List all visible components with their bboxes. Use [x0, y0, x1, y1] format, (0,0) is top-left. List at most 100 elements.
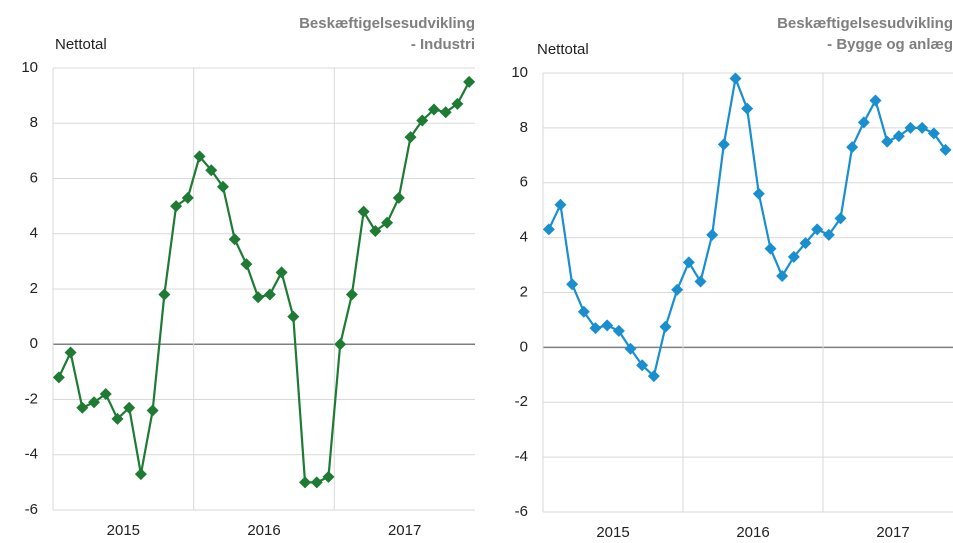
marker [694, 275, 707, 288]
marker [381, 216, 394, 229]
marker [193, 150, 206, 163]
y-tick-label: 0 [520, 338, 528, 355]
y-axis-label: Nettotal [55, 36, 107, 53]
marker [463, 75, 476, 88]
marker [787, 250, 800, 263]
marker [76, 401, 89, 414]
y-tick-label: 0 [30, 335, 38, 352]
marker [706, 228, 719, 241]
marker [170, 200, 183, 213]
marker [752, 187, 765, 200]
marker [846, 141, 859, 154]
chart-panel: -6 -4 -2 0 2 4 6 8 10 2015 2016 2017 Nettotal Beskæft… [511, 15, 953, 541]
y-tick-label: -4 [515, 448, 528, 465]
marker [416, 114, 429, 127]
x-tick-label: 2017 [388, 522, 421, 539]
marker [612, 324, 625, 337]
marker [589, 322, 602, 335]
y-tick-label: 2 [520, 283, 528, 300]
marker [811, 223, 824, 236]
marker [64, 346, 77, 359]
chart-title: Beskæftigelsesudvikling [777, 15, 953, 32]
marker [892, 130, 905, 143]
line [57, 81, 471, 484]
y-tick-label: 4 [30, 225, 38, 242]
marker [275, 266, 288, 279]
marker [857, 116, 870, 129]
y-tick-label: -6 [515, 503, 528, 520]
marker [822, 228, 835, 241]
marker [799, 237, 812, 250]
marker [671, 283, 684, 296]
marker [205, 164, 218, 177]
marker [601, 319, 614, 332]
x-tick-label: 2016 [736, 524, 769, 541]
marker [916, 121, 929, 134]
x-tick-label: 2015 [596, 524, 629, 541]
marker [451, 97, 464, 110]
marker [357, 205, 370, 218]
marker [904, 121, 917, 134]
marker [834, 212, 847, 225]
y-tick-label: -2 [25, 390, 38, 407]
chart-title: Beskæftigelsesudvikling [299, 15, 475, 32]
marker [717, 138, 730, 151]
marker [554, 198, 567, 211]
marker [287, 310, 300, 323]
marker [263, 288, 276, 301]
marker [776, 270, 789, 283]
marker [577, 305, 590, 318]
chart-title: - Bygge og anlæg [827, 36, 953, 53]
marker [764, 242, 777, 255]
marker [636, 359, 649, 372]
line [547, 74, 947, 379]
marker [181, 191, 194, 204]
marker [158, 288, 171, 301]
y-tick-label: 10 [511, 64, 528, 81]
y-tick-label: 10 [21, 59, 38, 76]
y-tick-label: 6 [30, 169, 38, 186]
marker [134, 468, 147, 481]
marker [146, 404, 159, 417]
marker [427, 103, 440, 116]
y-tick-label: -6 [25, 501, 38, 518]
marker [123, 401, 136, 414]
marker [869, 94, 882, 107]
marker [310, 476, 323, 489]
y-axis-label: Nettotal [537, 41, 589, 58]
marker [729, 72, 742, 85]
marker [647, 370, 660, 383]
marker [99, 387, 112, 400]
marker [240, 258, 253, 271]
marker [927, 127, 940, 140]
marker [228, 233, 241, 246]
marker [322, 470, 335, 483]
marker [369, 224, 382, 237]
marker [624, 342, 637, 355]
marker [52, 371, 65, 384]
chart-panel: -6 -4 -2 0 2 4 6 8 10 2015 2016 2017 Nettotal Beskæft… [21, 15, 476, 539]
marker [881, 135, 894, 148]
marker [682, 256, 695, 269]
marker [252, 291, 265, 304]
marker [741, 102, 754, 115]
marker [566, 278, 579, 291]
marker [659, 320, 672, 333]
x-tick-label: 2015 [107, 522, 140, 539]
y-tick-label: 4 [520, 229, 528, 246]
marker [299, 476, 312, 489]
marker [216, 180, 229, 193]
y-tick-label: 8 [30, 114, 38, 131]
y-tick-label: 6 [520, 174, 528, 191]
marker [111, 412, 124, 425]
y-tick-label: 8 [520, 119, 528, 136]
y-tick-label: -4 [25, 446, 38, 463]
marker [88, 396, 101, 409]
marker [392, 191, 405, 204]
y-tick-label: -2 [515, 393, 528, 410]
marker [334, 338, 347, 351]
marker [404, 131, 417, 144]
x-tick-label: 2016 [247, 522, 280, 539]
